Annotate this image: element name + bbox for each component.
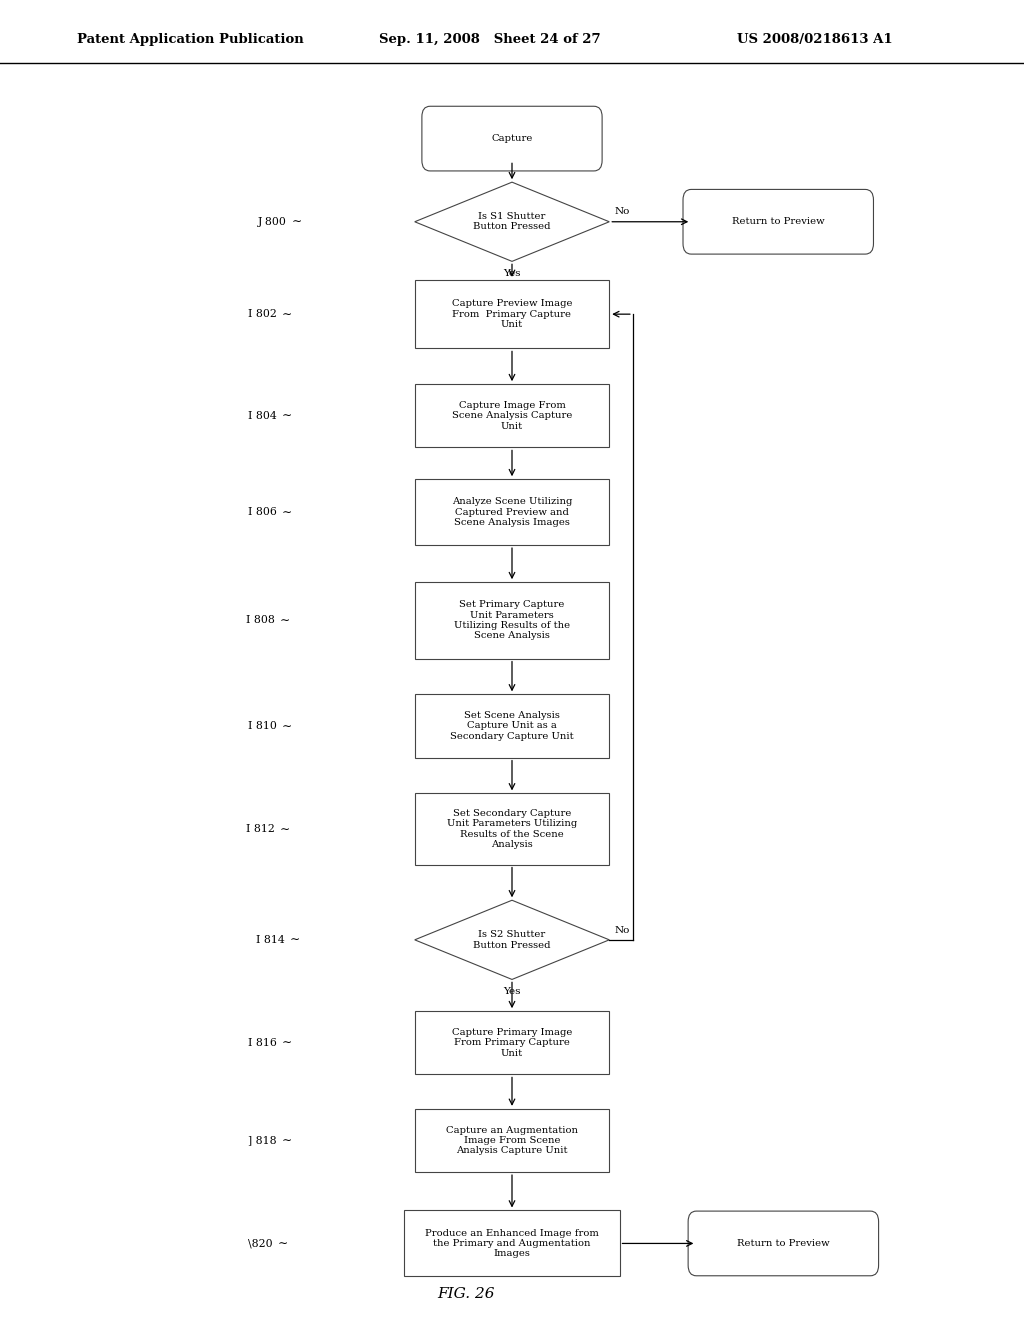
Bar (404, 1210, 620, 1276)
Bar (415, 1011, 609, 1074)
Text: J 800: J 800 (258, 216, 287, 227)
Text: ∼: ∼ (282, 308, 292, 321)
Text: ∼: ∼ (282, 1036, 292, 1049)
Text: No: No (614, 925, 630, 935)
Text: I 814: I 814 (256, 935, 285, 945)
Text: No: No (614, 207, 630, 216)
Text: Analyze Scene Utilizing
Captured Preview and
Scene Analysis Images: Analyze Scene Utilizing Captured Preview… (452, 498, 572, 527)
Text: ∼: ∼ (280, 614, 290, 627)
Bar (415, 384, 609, 447)
Text: Return to Preview: Return to Preview (732, 218, 824, 226)
Text: Capture Image From
Scene Analysis Capture
Unit: Capture Image From Scene Analysis Captur… (452, 401, 572, 430)
Text: ∼: ∼ (278, 1237, 288, 1250)
Polygon shape (415, 182, 609, 261)
Bar (415, 280, 609, 348)
Text: ∼: ∼ (282, 719, 292, 733)
Bar (415, 582, 609, 659)
Text: I 806: I 806 (248, 507, 276, 517)
Text: I 808: I 808 (246, 615, 274, 626)
Text: US 2008/0218613 A1: US 2008/0218613 A1 (737, 33, 893, 46)
Text: Set Secondary Capture
Unit Parameters Utilizing
Results of the Scene
Analysis: Set Secondary Capture Unit Parameters Ut… (446, 809, 578, 849)
Bar (415, 1109, 609, 1172)
Text: ∼: ∼ (282, 1134, 292, 1147)
Text: I 812: I 812 (246, 824, 274, 834)
Text: Yes: Yes (503, 269, 521, 279)
Polygon shape (415, 900, 609, 979)
Text: Sep. 11, 2008   Sheet 24 of 27: Sep. 11, 2008 Sheet 24 of 27 (379, 33, 600, 46)
FancyBboxPatch shape (422, 106, 602, 170)
Text: ∼: ∼ (282, 506, 292, 519)
Text: \820: \820 (248, 1238, 272, 1249)
Text: Set Primary Capture
Unit Parameters
Utilizing Results of the
Scene Analysis: Set Primary Capture Unit Parameters Util… (454, 601, 570, 640)
Text: I 816: I 816 (248, 1038, 276, 1048)
Bar (415, 793, 609, 865)
Text: FIG. 26: FIG. 26 (437, 1287, 495, 1300)
Text: ∼: ∼ (282, 409, 292, 422)
Text: I 802: I 802 (248, 309, 276, 319)
Text: Capture: Capture (492, 135, 532, 143)
Text: ∼: ∼ (280, 822, 290, 836)
Text: Capture Primary Image
From Primary Capture
Unit: Capture Primary Image From Primary Captu… (452, 1028, 572, 1057)
Text: Capture an Augmentation
Image From Scene
Analysis Capture Unit: Capture an Augmentation Image From Scene… (446, 1126, 578, 1155)
Text: Is S2 Shutter
Button Pressed: Is S2 Shutter Button Pressed (473, 931, 551, 949)
Text: Capture Preview Image
From  Primary Capture
Unit: Capture Preview Image From Primary Captu… (452, 300, 572, 329)
Text: Return to Preview: Return to Preview (737, 1239, 829, 1247)
Text: Set Scene Analysis
Capture Unit as a
Secondary Capture Unit: Set Scene Analysis Capture Unit as a Sec… (451, 711, 573, 741)
Text: ] 818: ] 818 (248, 1135, 276, 1146)
Text: Produce an Enhanced Image from
the Primary and Augmentation
Images: Produce an Enhanced Image from the Prima… (425, 1229, 599, 1258)
Text: I 810: I 810 (248, 721, 276, 731)
FancyBboxPatch shape (683, 189, 873, 253)
FancyBboxPatch shape (688, 1212, 879, 1275)
Text: ∼: ∼ (290, 933, 300, 946)
Text: Patent Application Publication: Patent Application Publication (77, 33, 303, 46)
Text: Yes: Yes (503, 987, 521, 997)
Text: Is S1 Shutter
Button Pressed: Is S1 Shutter Button Pressed (473, 213, 551, 231)
Bar (415, 479, 609, 545)
Text: I 804: I 804 (248, 411, 276, 421)
Bar (415, 694, 609, 758)
Text: ∼: ∼ (292, 215, 302, 228)
